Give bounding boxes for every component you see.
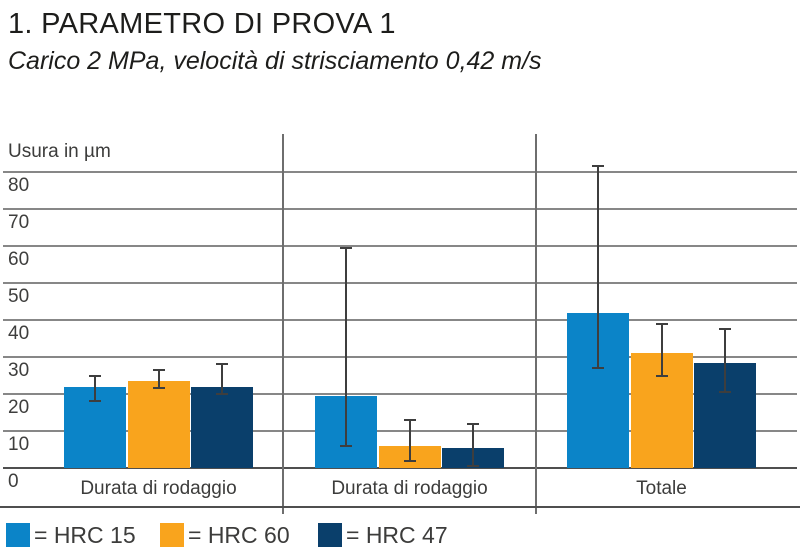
y-tick-60: 60: [8, 249, 30, 270]
error-cap-bottom-hrc-15-group-2: [340, 444, 352, 447]
bar-hrc-47-group-1: [191, 386, 253, 468]
gridline-80: [3, 171, 797, 173]
error-cap-bottom-hrc-47-group-2: [467, 465, 479, 468]
error-cap-top-hrc-15-group-1: [89, 374, 101, 377]
error-cap-top-hrc-47-group-2: [467, 422, 479, 425]
error-cap-bottom-hrc-47-group-3: [719, 391, 731, 394]
gridline-30: [3, 356, 797, 358]
gridline-50: [3, 282, 797, 284]
error-bar-hrc-47-group-1: [221, 364, 223, 394]
error-bar-hrc-60-group-3: [660, 323, 663, 376]
error-cap-bottom-hrc-60-group-2: [403, 459, 416, 462]
error-cap-top-hrc-15-group-3: [592, 165, 604, 168]
y-tick-20: 20: [8, 397, 30, 418]
y-tick-30: 30: [8, 360, 30, 381]
error-cap-top-hrc-47-group-3: [719, 328, 731, 331]
error-bar-hrc-15-group-1: [94, 375, 96, 402]
error-cap-bottom-hrc-60-group-1: [152, 387, 165, 390]
y-tick-80: 80: [8, 175, 30, 196]
error-cap-top-hrc-60-group-2: [403, 418, 416, 421]
y-tick-10: 10: [8, 434, 30, 455]
error-bar-hrc-60-group-1: [157, 369, 160, 389]
legend-label-hrc-15: = HRC 15: [34, 522, 136, 548]
error-bar-hrc-15-group-2: [345, 247, 347, 446]
gridline-60: [3, 245, 797, 247]
legend-swatch-hrc-47: [318, 523, 342, 547]
legend-label-hrc-60: = HRC 60: [188, 522, 290, 548]
gridline-40: [3, 319, 797, 321]
chart-title: 1. PARAMETRO DI PROVA 1: [8, 8, 396, 40]
legend-swatch-hrc-60: [160, 523, 184, 547]
error-cap-bottom-hrc-15-group-3: [592, 367, 604, 370]
legend-swatch-hrc-15: [6, 523, 30, 547]
group-divider-1: [282, 134, 284, 514]
error-bar-hrc-47-group-2: [472, 423, 474, 467]
x-category-label-2: Durata di rodaggio: [331, 478, 488, 499]
error-cap-top-hrc-60-group-1: [152, 368, 165, 371]
error-cap-top-hrc-15-group-2: [340, 246, 352, 249]
error-bar-hrc-60-group-2: [408, 419, 411, 461]
y-tick-50: 50: [8, 286, 30, 307]
error-cap-top-hrc-47-group-1: [216, 363, 228, 366]
error-cap-bottom-hrc-60-group-3: [655, 374, 668, 377]
error-cap-top-hrc-60-group-3: [655, 322, 668, 325]
y-axis-label: Usura in µm: [8, 141, 111, 162]
error-bar-hrc-47-group-3: [724, 329, 726, 393]
x-category-label-3: Totale: [636, 478, 687, 499]
chart-subtitle: Carico 2 MPa, velocità di strisciamento …: [8, 47, 542, 75]
legend-label-hrc-47: = HRC 47: [346, 522, 448, 548]
gridline-10: [3, 430, 797, 432]
bar-hrc-60-group-1: [127, 381, 190, 468]
category-band-line: [0, 506, 800, 508]
error-cap-bottom-hrc-15-group-1: [89, 400, 101, 403]
error-cap-bottom-hrc-47-group-1: [216, 393, 228, 395]
gridline-70: [3, 208, 797, 210]
x-category-label-1: Durata di rodaggio: [80, 478, 237, 499]
error-bar-hrc-15-group-3: [597, 166, 599, 369]
y-tick-70: 70: [8, 212, 30, 233]
y-tick-40: 40: [8, 323, 30, 344]
gridline-20: [3, 393, 797, 395]
gridline-0: [3, 467, 797, 469]
y-tick-0: 0: [8, 471, 19, 492]
group-divider-2: [535, 134, 537, 514]
